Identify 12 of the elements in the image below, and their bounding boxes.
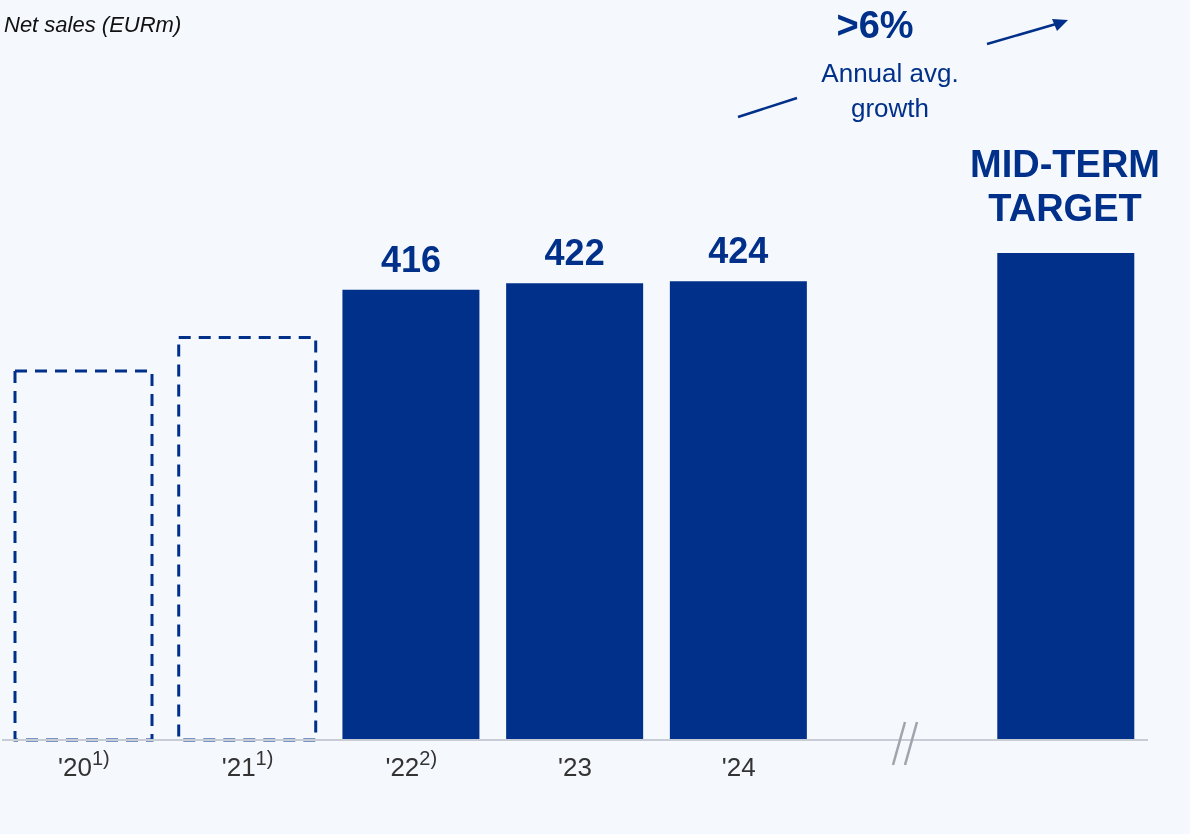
data-label: 422 — [544, 232, 605, 274]
x-tick-label: '20$^{1)}$ — [58, 747, 110, 782]
data-label: 416 — [380, 238, 441, 280]
x-tick-label: '22$^{2)}$ — [385, 747, 438, 782]
chart-title: Net sales (EURm) — [4, 12, 182, 38]
text: Annual avg. growth — [820, 57, 960, 125]
x-tick-label: '21$^{1)}$ — [221, 747, 274, 782]
x-tick-label: '24 — [721, 752, 756, 782]
text: >6% — [835, 4, 915, 47]
data-label: 424 — [708, 230, 769, 272]
text: MID-TERM TARGET — [969, 142, 1161, 230]
x-tick-label: '23 — [558, 752, 592, 782]
